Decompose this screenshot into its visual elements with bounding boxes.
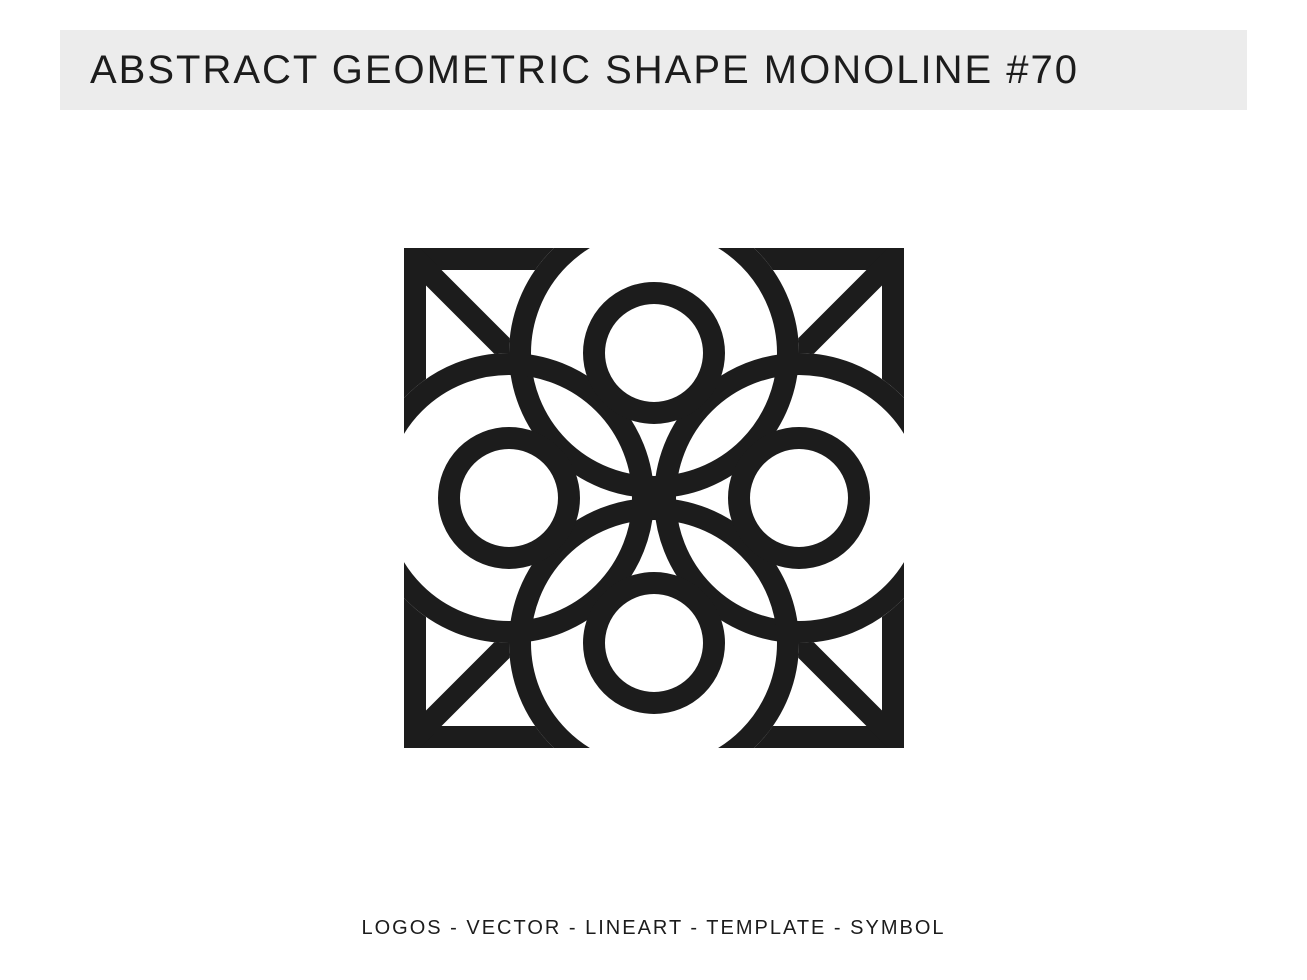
geometric-artwork	[394, 238, 914, 763]
monoline-shape-icon	[394, 238, 914, 758]
title-text: ABSTRACT GEOMETRIC SHAPE MONOLINE #70	[90, 48, 1079, 93]
title-bar: ABSTRACT GEOMETRIC SHAPE MONOLINE #70	[60, 30, 1247, 110]
footer-keywords: LOGOS - VECTOR - LINEART - TEMPLATE - SY…	[0, 917, 1307, 940]
